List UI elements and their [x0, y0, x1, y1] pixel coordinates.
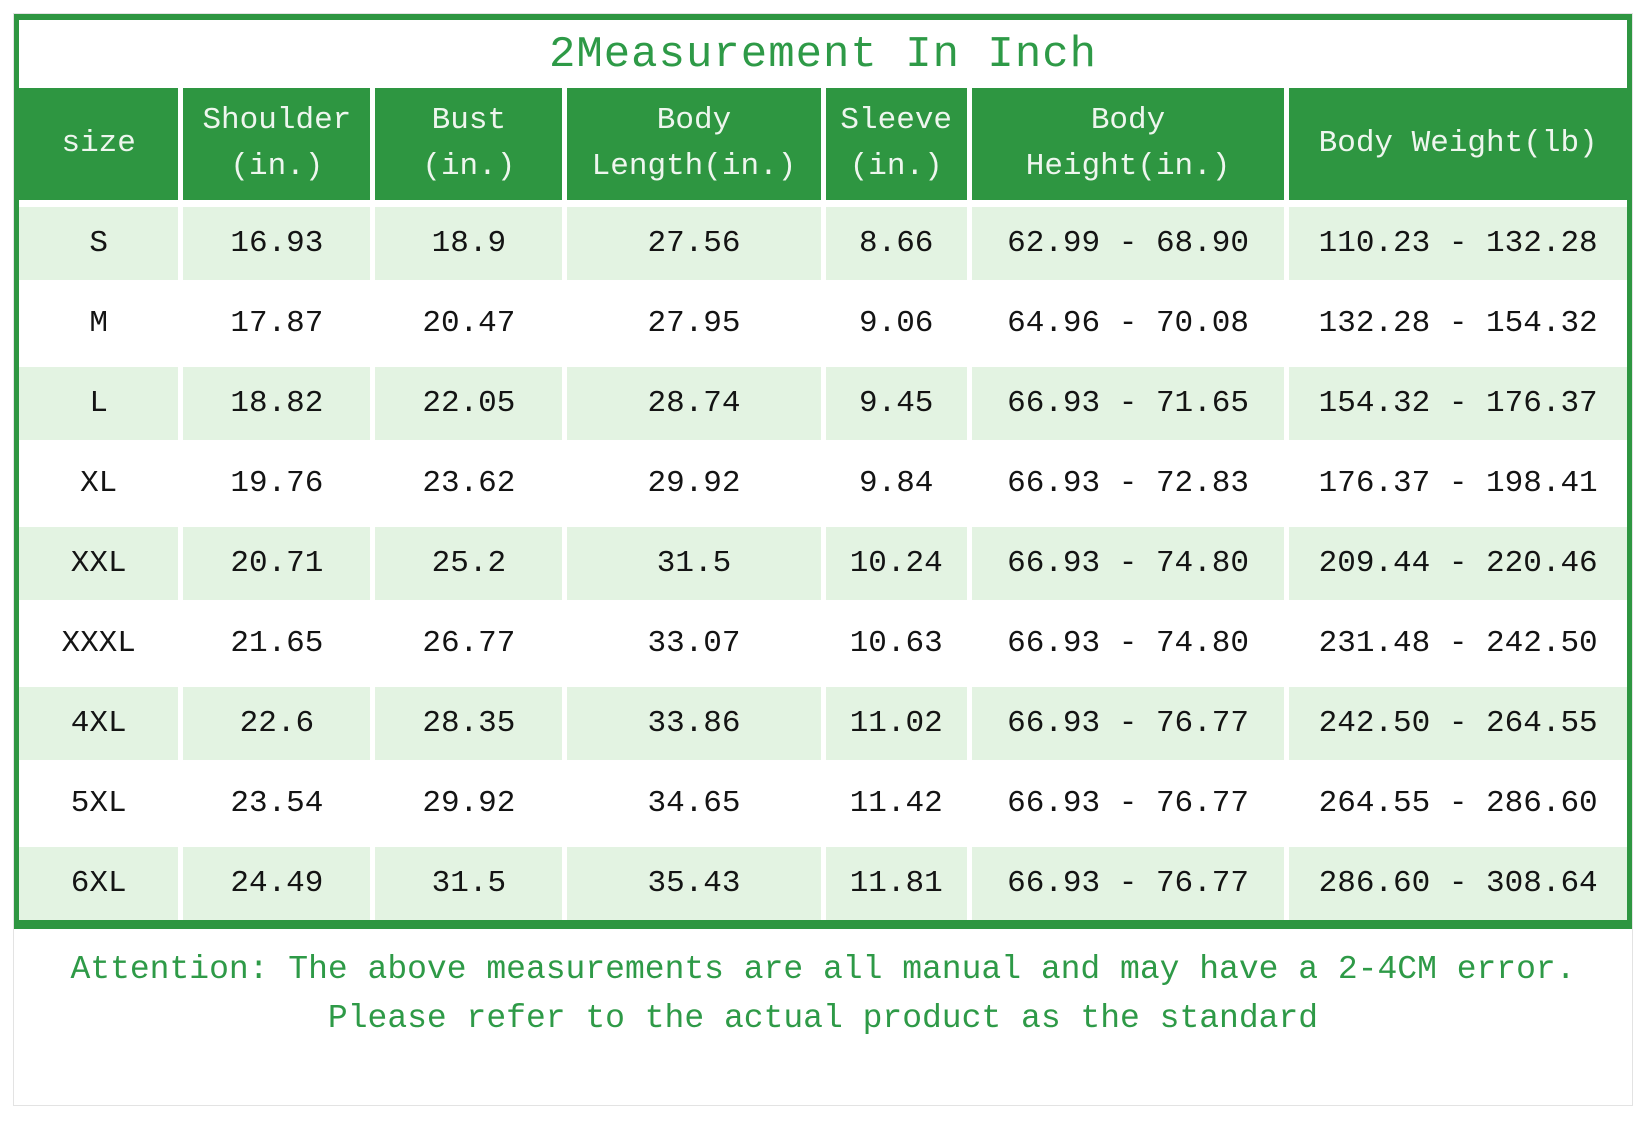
cell-body-height: 66.93 - 74.80 — [971, 527, 1285, 600]
table-row: XXL 20.71 25.2 31.5 10.24 66.93 - 74.80 209.44… — [19, 527, 1627, 600]
cell-body-length: 34.65 — [567, 767, 821, 840]
cell-body-length: 27.56 — [567, 207, 821, 280]
cell-bust: 22.05 — [375, 367, 563, 440]
table-row: 6XL 24.49 31.5 35.43 11.81 66.93 - 76.77 286.6… — [19, 847, 1627, 920]
cell-body-weight: 286.60 - 308.64 — [1289, 847, 1627, 920]
column-header-shoulder: Shoulder (in.) — [183, 88, 371, 200]
column-header-body-weight: Body Weight(lb) — [1289, 88, 1627, 200]
cell-body-height: 62.99 - 68.90 — [971, 207, 1285, 280]
cell-sleeve: 11.42 — [825, 767, 967, 840]
cell-body-height: 66.93 - 71.65 — [971, 367, 1285, 440]
cell-body-weight: 132.28 - 154.32 — [1289, 287, 1627, 360]
cell-bust: 29.92 — [375, 767, 563, 840]
cell-body-weight: 110.23 - 132.28 — [1289, 207, 1627, 280]
table-wrap: size Shoulder (in.) Bust (in.) Body Length(… — [19, 88, 1627, 920]
cell-shoulder: 22.6 — [183, 687, 371, 760]
cell-sleeve: 8.66 — [825, 207, 967, 280]
cell-sleeve: 10.63 — [825, 607, 967, 680]
cell-sleeve: 9.06 — [825, 287, 967, 360]
cell-size: S — [19, 207, 179, 280]
cell-body-height: 66.93 - 76.77 — [971, 687, 1285, 760]
cell-shoulder: 24.49 — [183, 847, 371, 920]
cell-body-weight: 209.44 - 220.46 — [1289, 527, 1627, 600]
cell-bust: 23.62 — [375, 447, 563, 520]
column-header-bust: Bust (in.) — [375, 88, 563, 200]
cell-shoulder: 23.54 — [183, 767, 371, 840]
attention-line-1: Attention: The above measurements are al… — [70, 951, 1576, 988]
chart-title: 2Measurement In Inch — [19, 20, 1627, 88]
cell-size: M — [19, 287, 179, 360]
cell-size: 6XL — [19, 847, 179, 920]
cell-bust: 28.35 — [375, 687, 563, 760]
cell-size: L — [19, 367, 179, 440]
cell-bust: 25.2 — [375, 527, 563, 600]
cell-size: XL — [19, 447, 179, 520]
cell-body-length: 27.95 — [567, 287, 821, 360]
cell-body-length: 29.92 — [567, 447, 821, 520]
cell-body-length: 31.5 — [567, 527, 821, 600]
size-chart-table: size Shoulder (in.) Bust (in.) Body Length(… — [19, 88, 1627, 920]
cell-bust: 20.47 — [375, 287, 563, 360]
cell-shoulder: 18.82 — [183, 367, 371, 440]
cell-shoulder: 20.71 — [183, 527, 371, 600]
cell-sleeve: 9.45 — [825, 367, 967, 440]
cell-shoulder: 21.65 — [183, 607, 371, 680]
cell-bust: 26.77 — [375, 607, 563, 680]
column-header-body-length: Body Length(in.) — [567, 88, 821, 200]
table-row: XL 19.76 23.62 29.92 9.84 66.93 - 72.83 176.37… — [19, 447, 1627, 520]
cell-body-weight: 176.37 - 198.41 — [1289, 447, 1627, 520]
table-row: S 16.93 18.9 27.56 8.66 62.99 - 68.90 110.23 -… — [19, 207, 1627, 280]
table-row: 5XL 23.54 29.92 34.65 11.42 66.93 - 76.77 264.… — [19, 767, 1627, 840]
cell-body-length: 33.86 — [567, 687, 821, 760]
cell-body-weight: 231.48 - 242.50 — [1289, 607, 1627, 680]
cell-shoulder: 19.76 — [183, 447, 371, 520]
cell-size: XXXL — [19, 607, 179, 680]
cell-body-weight: 154.32 - 176.37 — [1289, 367, 1627, 440]
cell-sleeve: 9.84 — [825, 447, 967, 520]
table-row: M 17.87 20.47 27.95 9.06 64.96 - 70.08 132.28 … — [19, 287, 1627, 360]
cell-size: 5XL — [19, 767, 179, 840]
size-chart-table-container: 2Measurement In Inch size Shoulder (in.) B… — [14, 14, 1632, 929]
attention-note: Attention: The above measurements are al… — [14, 929, 1632, 1067]
cell-sleeve: 11.02 — [825, 687, 967, 760]
cell-body-height: 66.93 - 76.77 — [971, 847, 1285, 920]
column-header-size: size — [19, 88, 179, 200]
cell-body-height: 64.96 - 70.08 — [971, 287, 1285, 360]
header-row: size Shoulder (in.) Bust (in.) Body Length(… — [19, 88, 1627, 200]
cell-body-length: 28.74 — [567, 367, 821, 440]
cell-body-height: 66.93 - 72.83 — [971, 447, 1285, 520]
cell-body-height: 66.93 - 76.77 — [971, 767, 1285, 840]
cell-shoulder: 16.93 — [183, 207, 371, 280]
table-row: L 18.82 22.05 28.74 9.45 66.93 - 71.65 154.32 … — [19, 367, 1627, 440]
cell-bust: 18.9 — [375, 207, 563, 280]
cell-bust: 31.5 — [375, 847, 563, 920]
cell-body-weight: 242.50 - 264.55 — [1289, 687, 1627, 760]
table-row: 4XL 22.6 28.35 33.86 11.02 66.93 - 76.77 242.5… — [19, 687, 1627, 760]
cell-size: XXL — [19, 527, 179, 600]
cell-size: 4XL — [19, 687, 179, 760]
cell-body-length: 35.43 — [567, 847, 821, 920]
cell-body-length: 33.07 — [567, 607, 821, 680]
size-chart-image: 2Measurement In Inch size Shoulder (in.) B… — [13, 13, 1633, 1106]
column-header-sleeve: Sleeve (in.) — [825, 88, 967, 200]
cell-body-height: 66.93 - 74.80 — [971, 607, 1285, 680]
table-row: XXXL 21.65 26.77 33.07 10.63 66.93 - 74.80 231… — [19, 607, 1627, 680]
attention-line-2: Please refer to the actual product as th… — [327, 1000, 1319, 1037]
cell-shoulder: 17.87 — [183, 287, 371, 360]
cell-sleeve: 10.24 — [825, 527, 967, 600]
cell-sleeve: 11.81 — [825, 847, 967, 920]
column-header-body-height: Body Height(in.) — [971, 88, 1285, 200]
cell-body-weight: 264.55 - 286.60 — [1289, 767, 1627, 840]
